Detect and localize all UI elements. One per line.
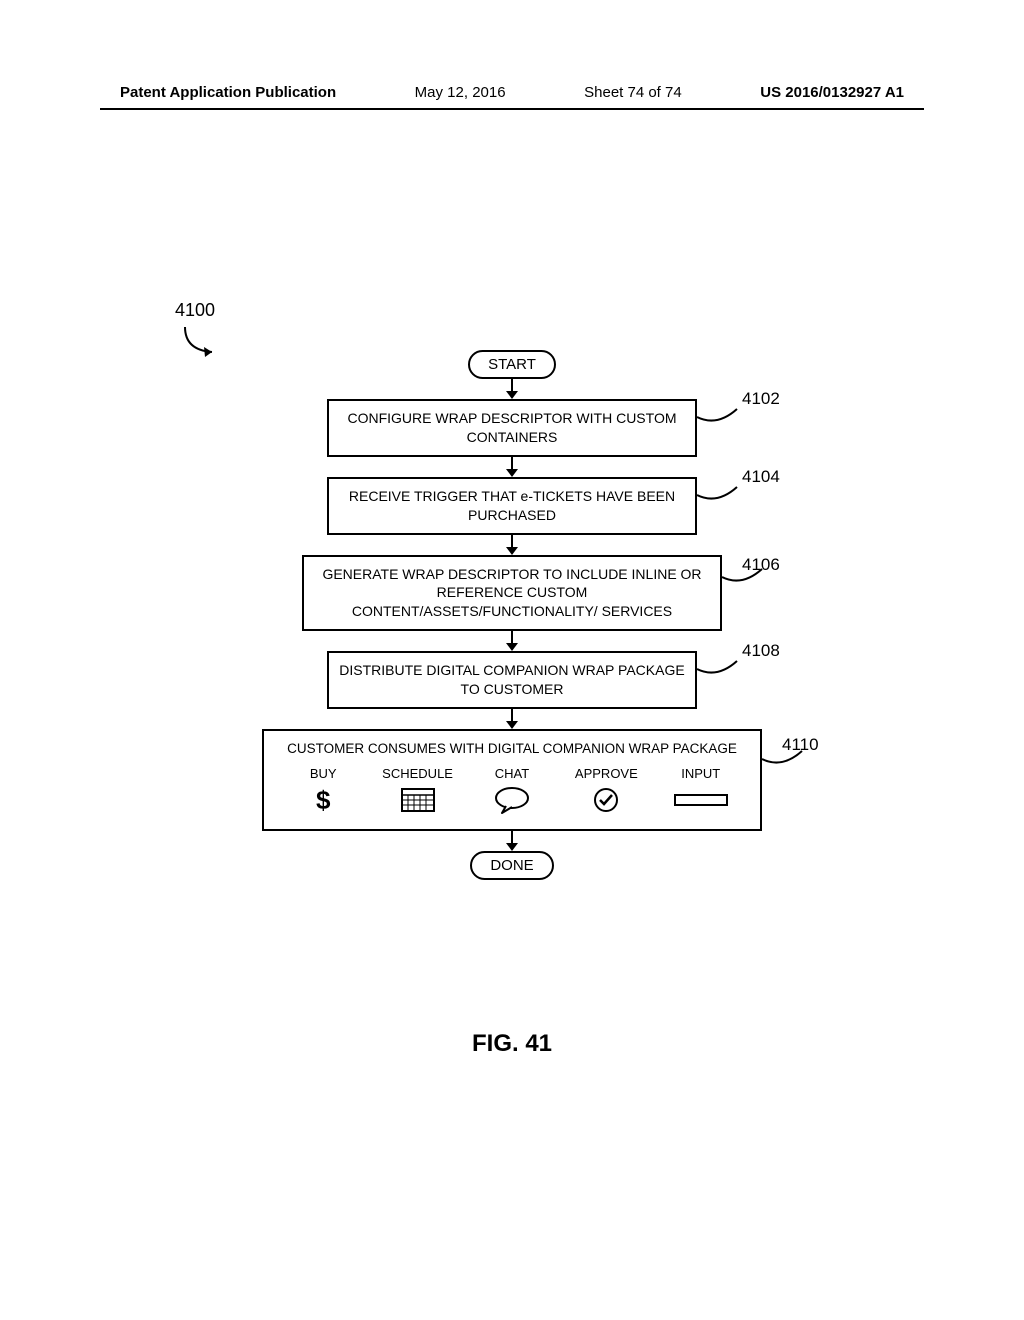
ref-num-4108: 4108 bbox=[742, 641, 780, 661]
consume-item-input: INPUT bbox=[660, 766, 742, 815]
process-4110-title: CUSTOMER CONSUMES WITH DIGITAL COMPANION… bbox=[276, 741, 748, 756]
consume-label: CHAT bbox=[471, 766, 553, 781]
figure-caption: FIG. 41 bbox=[0, 1030, 1024, 1058]
ref-leader-4108 bbox=[697, 657, 747, 679]
arrow bbox=[0, 535, 1024, 555]
header-rule bbox=[100, 108, 924, 110]
arrow bbox=[0, 631, 1024, 651]
consume-item-approve: APPROVE bbox=[565, 766, 647, 815]
calendar-icon bbox=[377, 785, 459, 815]
flowchart-body: START CONFIGURE WRAP DESCRIPTOR WITH CUS… bbox=[0, 350, 1024, 880]
ref-num-4110: 4110 bbox=[782, 735, 819, 755]
consume-label: INPUT bbox=[660, 766, 742, 781]
consume-item-schedule: SCHEDULE bbox=[377, 766, 459, 815]
publication-date: May 12, 2016 bbox=[415, 84, 506, 101]
terminal-done: DONE bbox=[470, 851, 553, 880]
check-circle-icon bbox=[565, 785, 647, 815]
flow-reference-4100: 4100 bbox=[175, 300, 215, 321]
consume-label: SCHEDULE bbox=[377, 766, 459, 781]
document-number: US 2016/0132927 A1 bbox=[760, 84, 904, 101]
ref-leader-4104 bbox=[697, 483, 747, 505]
dollar-icon: $ bbox=[282, 785, 364, 815]
arrow bbox=[0, 379, 1024, 399]
sheet-number: Sheet 74 of 74 bbox=[584, 84, 682, 101]
process-4102: CONFIGURE WRAP DESCRIPTOR WITH CUSTOM CO… bbox=[327, 399, 697, 457]
consume-item-chat: CHAT bbox=[471, 766, 553, 815]
ref-num-4106: 4106 bbox=[742, 555, 780, 575]
arrow bbox=[0, 831, 1024, 851]
arrow bbox=[0, 709, 1024, 729]
terminal-start: START bbox=[468, 350, 556, 379]
process-4108: DISTRIBUTE DIGITAL COMPANION WRAP PACKAG… bbox=[327, 651, 697, 709]
consume-label: BUY bbox=[282, 766, 364, 781]
page-header: Patent Application Publication May 12, 2… bbox=[0, 84, 1024, 101]
process-4104: RECEIVE TRIGGER THAT e-TICKETS HAVE BEEN… bbox=[327, 477, 697, 535]
publication-label: Patent Application Publication bbox=[120, 84, 336, 101]
textbox-icon bbox=[660, 785, 742, 815]
ref-num-4104: 4104 bbox=[742, 467, 780, 487]
process-4106: GENERATE WRAP DESCRIPTOR TO INCLUDE INLI… bbox=[302, 555, 722, 632]
ref-num-4102: 4102 bbox=[742, 389, 780, 409]
process-4110: CUSTOMER CONSUMES WITH DIGITAL COMPANION… bbox=[262, 729, 762, 831]
consume-label: APPROVE bbox=[565, 766, 647, 781]
consume-items-row: BUY $ SCHEDULE bbox=[276, 766, 748, 815]
arrow bbox=[0, 457, 1024, 477]
speech-icon bbox=[471, 785, 553, 815]
ref-leader-4102 bbox=[697, 405, 747, 427]
consume-item-buy: BUY $ bbox=[282, 766, 364, 815]
